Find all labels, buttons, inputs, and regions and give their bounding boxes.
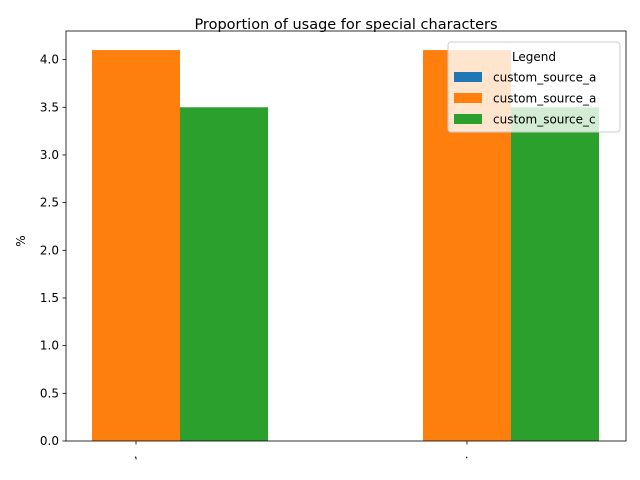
y-tick-label: 0.0 bbox=[40, 434, 59, 448]
bar bbox=[92, 50, 180, 442]
y-tick-label: 2.5 bbox=[40, 196, 59, 210]
y-axis-label: % bbox=[14, 235, 28, 246]
bar bbox=[511, 107, 599, 442]
x-tick-label: . bbox=[460, 448, 470, 462]
y-tick-label: 1.0 bbox=[40, 339, 59, 353]
y-tick-label: 3.0 bbox=[40, 148, 59, 162]
plot-area: 0.0 0.5 1.0 1.5 2.0 2.5 3.0 3.5 4.0,. bbox=[40, 30, 627, 462]
y-tick-label: 1.5 bbox=[40, 291, 59, 305]
legend-box bbox=[447, 41, 621, 133]
x-tick-label: , bbox=[129, 448, 139, 462]
legend-label: custom_source_a bbox=[493, 71, 596, 85]
y-tick-label: 0.5 bbox=[40, 386, 59, 400]
chart-title: Proportion of usage for special characte… bbox=[194, 17, 497, 33]
bar bbox=[180, 107, 268, 442]
y-tick-label: 4.0 bbox=[40, 53, 59, 67]
y-tick-label: 3.5 bbox=[40, 100, 59, 114]
legend-swatch bbox=[454, 114, 482, 124]
legend: Legend custom_source_a custom_source_acust… bbox=[447, 41, 621, 133]
legend-swatch bbox=[454, 93, 482, 103]
legend-title: Legend bbox=[512, 50, 556, 64]
legend-swatch bbox=[454, 72, 482, 82]
plot-frame bbox=[65, 30, 627, 442]
y-tick-label: 2.0 bbox=[40, 243, 59, 257]
legend-label: custom_source_a bbox=[493, 92, 596, 106]
legend-label: custom_source_c bbox=[493, 113, 596, 127]
